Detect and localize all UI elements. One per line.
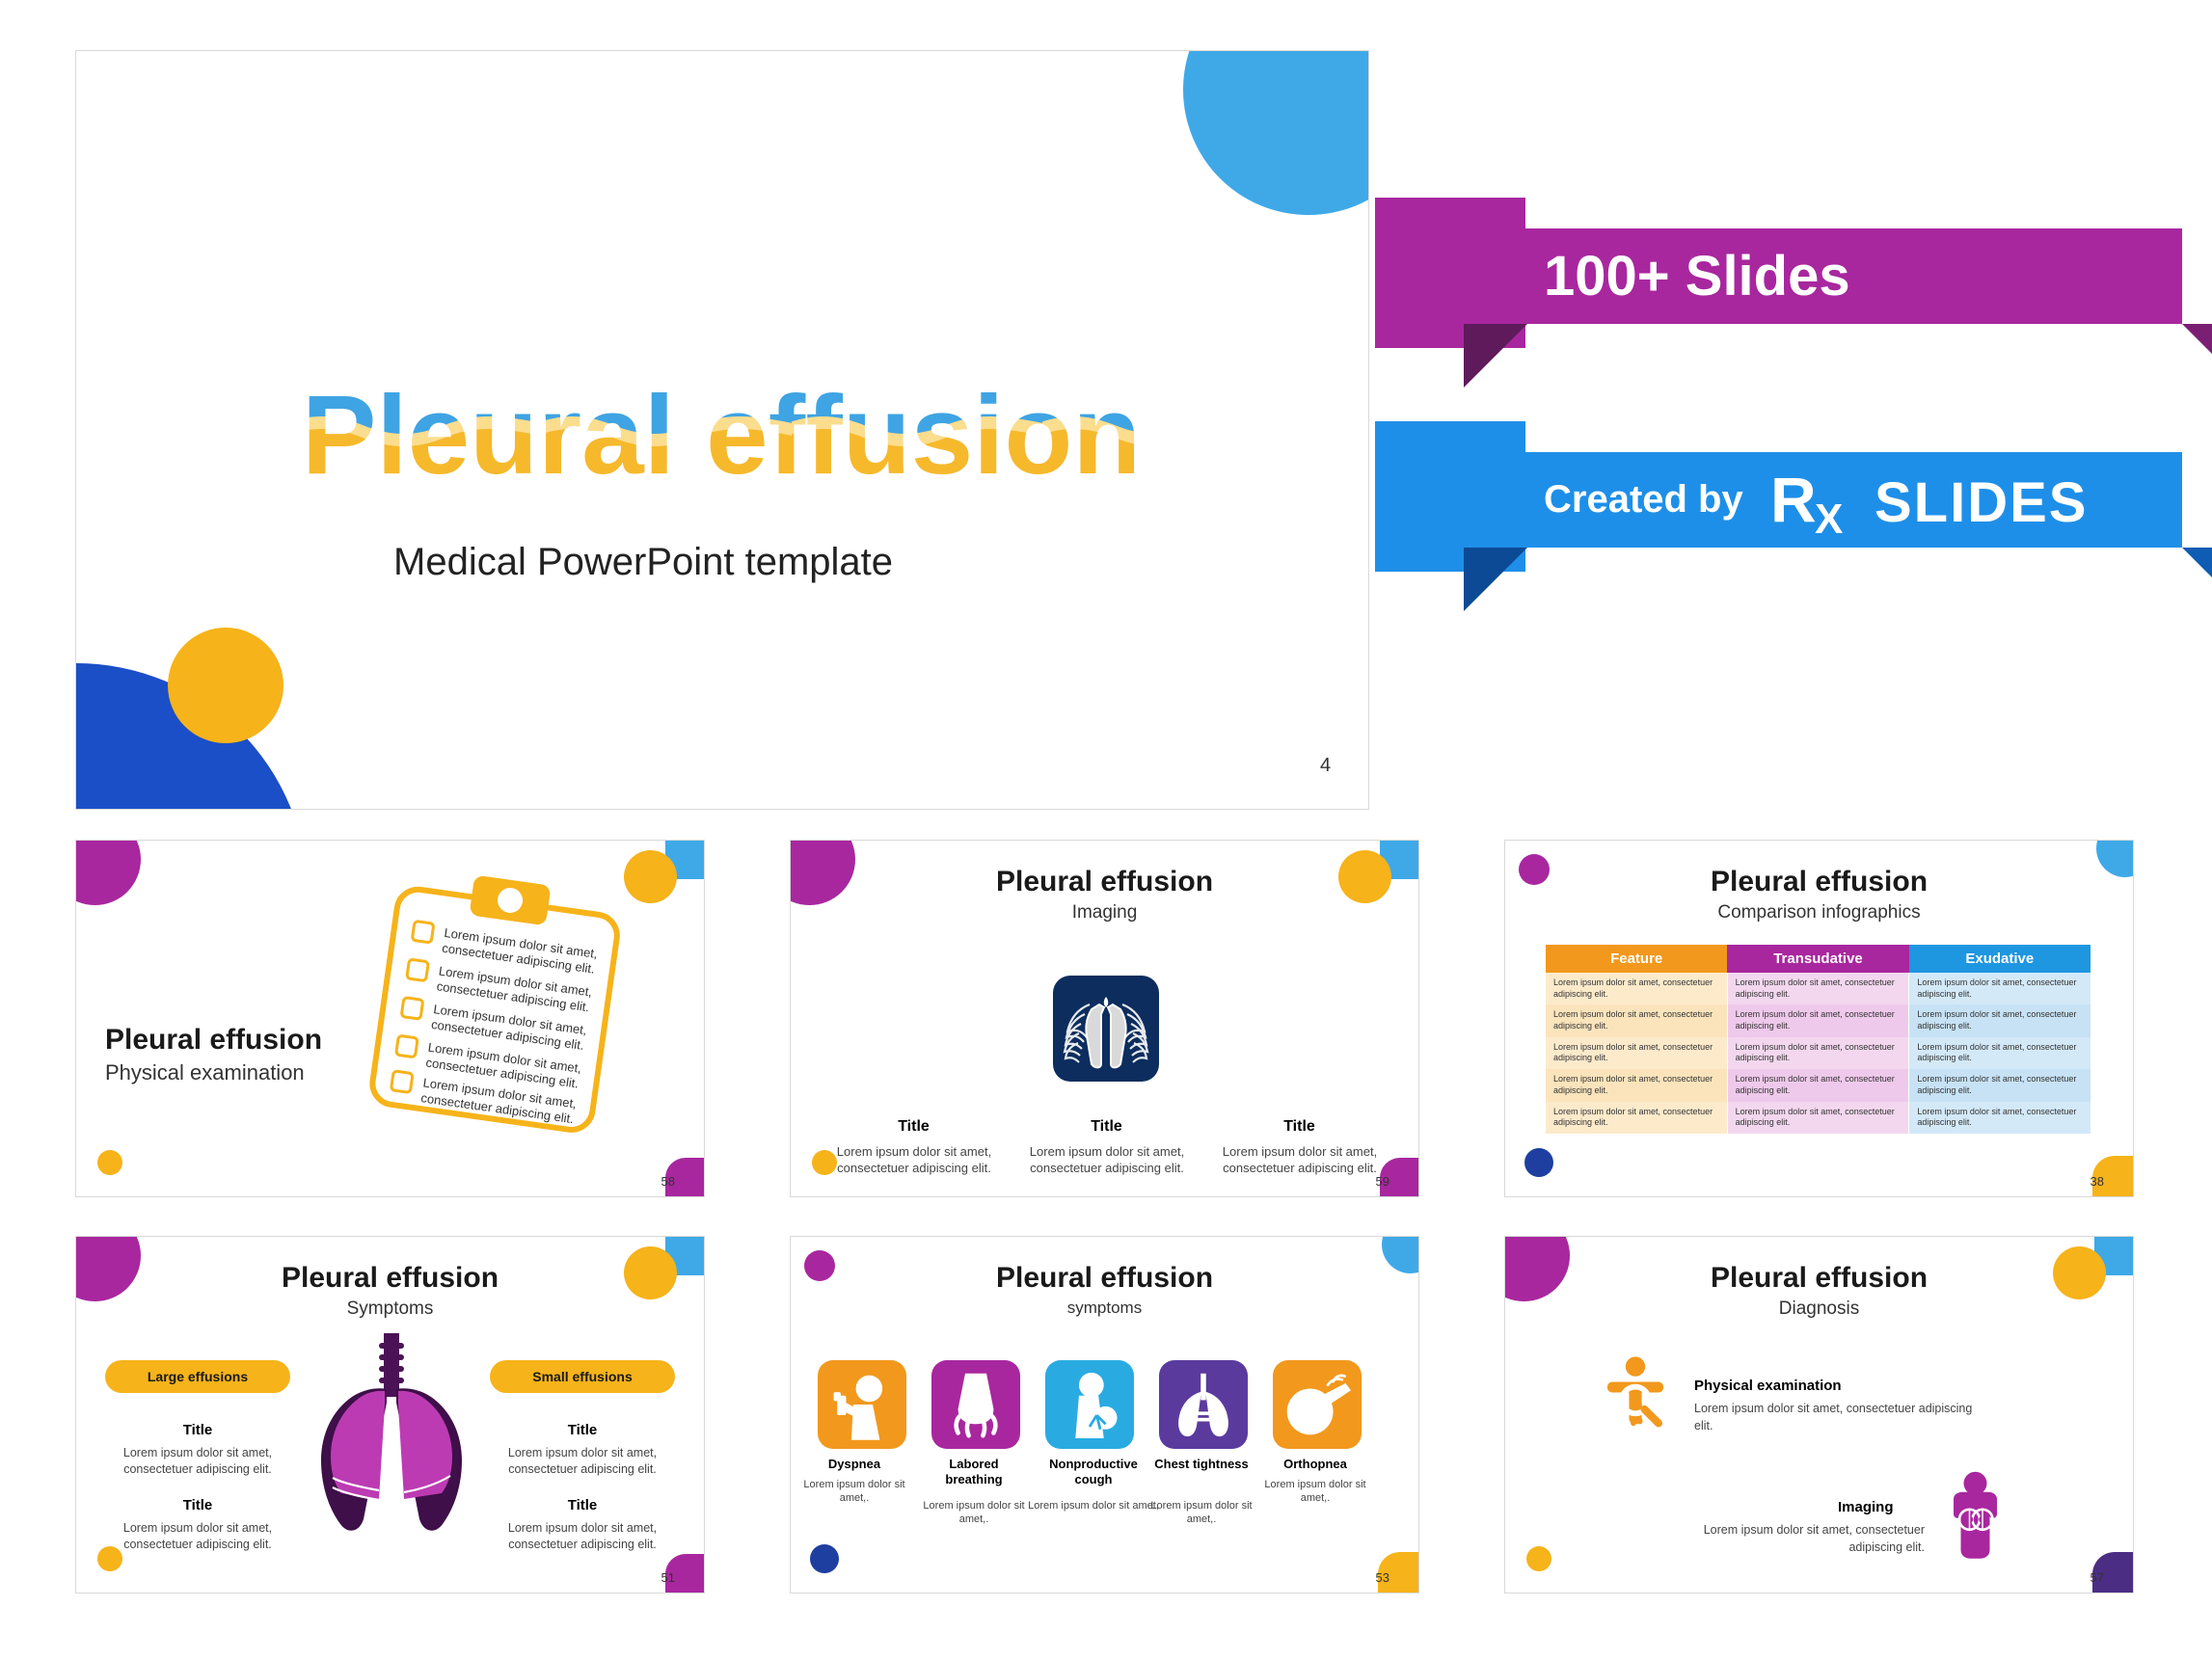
svg-text:SLIDES: SLIDES <box>1875 471 2089 534</box>
svg-text:Pleural effusion: Pleural effusion <box>302 372 1141 497</box>
svg-text:R: R <box>1770 464 1817 535</box>
svg-text:X: X <box>1815 495 1843 539</box>
